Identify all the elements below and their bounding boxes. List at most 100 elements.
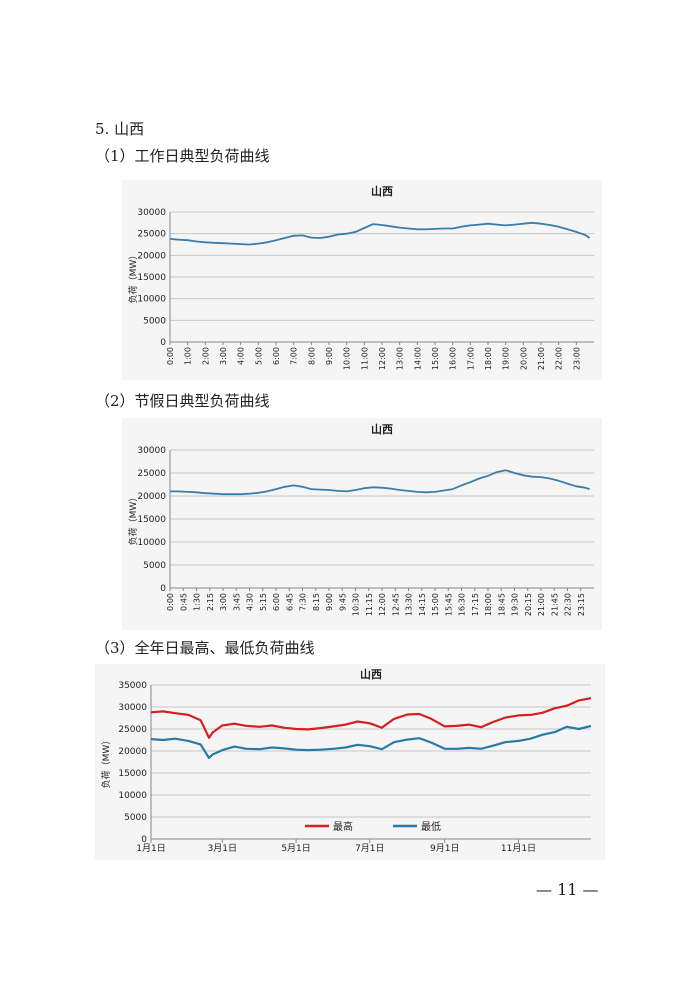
x-tick-label: 21:00 bbox=[537, 593, 546, 616]
x-tick-label: 2:00 bbox=[201, 347, 210, 365]
x-tick-label: 21:45 bbox=[550, 593, 559, 616]
x-tick-label: 17:00 bbox=[466, 347, 475, 370]
y-tick-label: 5000 bbox=[143, 561, 166, 571]
annual-load-chart: 山西 0 5000 10000 15000 20000 25000 30000 35000 负荷（… bbox=[95, 664, 605, 860]
y-tick-label: 30000 bbox=[137, 446, 166, 456]
series-line-max bbox=[150, 697, 592, 739]
x-tick-label: 12:00 bbox=[378, 347, 387, 370]
y-tick-label: 5000 bbox=[124, 813, 147, 823]
y-tick-label: 20000 bbox=[137, 251, 166, 261]
chart-title: 山西 bbox=[371, 184, 393, 198]
x-tick-label: 19:30 bbox=[511, 593, 520, 616]
x-tick-label: 14:15 bbox=[418, 593, 427, 616]
x-tick-label: 0:45 bbox=[179, 593, 188, 611]
holiday-load-chart-svg: 山西 0 5000 10000 15000 20000 25000 30000 负荷（MW） 0:… bbox=[127, 422, 594, 616]
x-tick-label: 14:00 bbox=[413, 347, 422, 370]
y-tick-label: 30000 bbox=[137, 208, 166, 218]
x-tick-label: 8:15 bbox=[312, 593, 321, 611]
y-tick-label: 25000 bbox=[137, 230, 166, 240]
x-tick-label: 7:30 bbox=[299, 593, 308, 611]
x-tick-label: 21:00 bbox=[537, 347, 546, 370]
series-line-load bbox=[169, 221, 591, 246]
series-line-load bbox=[170, 469, 590, 496]
y-tick-label: 25000 bbox=[118, 725, 147, 735]
x-tick-label: 16:00 bbox=[449, 347, 458, 370]
x-tick-label: 22:00 bbox=[555, 347, 564, 370]
y-tick-label: 10000 bbox=[137, 538, 166, 548]
y-tick-label: 35000 bbox=[118, 681, 147, 691]
y-tick-label: 20000 bbox=[137, 492, 166, 502]
x-tick-label: 13:30 bbox=[405, 593, 414, 616]
y-tick-label: 15000 bbox=[118, 769, 147, 779]
x-tick-label: 7:00 bbox=[290, 347, 299, 365]
x-tick-label: 4:30 bbox=[246, 593, 255, 611]
x-tick-label: 9:00 bbox=[325, 347, 334, 365]
y-axis-label: 负荷（MW） bbox=[100, 736, 112, 789]
y-tick-label: 30000 bbox=[118, 703, 147, 713]
holiday-load-chart: 山西 0 5000 10000 15000 20000 25000 30000 负荷（MW） 0:… bbox=[122, 418, 602, 630]
x-tick-label: 23:00 bbox=[572, 347, 581, 370]
x-tick-label: 22:30 bbox=[564, 593, 573, 616]
x-tick-label: 10:00 bbox=[343, 347, 352, 370]
x-tick-label: 16:30 bbox=[458, 593, 467, 616]
annual-load-chart-svg: 山西 0 5000 10000 15000 20000 25000 30000 35000 负荷（… bbox=[100, 667, 592, 854]
x-tick-label: 23:15 bbox=[577, 593, 586, 616]
x-tick-label: 5:15 bbox=[259, 593, 268, 611]
x-tick-label: 3月1日 bbox=[208, 843, 237, 854]
y-tick-label: 10000 bbox=[118, 791, 147, 801]
x-tick-label: 9月1日 bbox=[430, 843, 459, 854]
workday-load-chart-svg: 山西 0 5000 10000 15000 20000 25000 30000 负荷（MW） 0:… bbox=[127, 184, 594, 370]
y-tick-label: 0 bbox=[160, 338, 166, 348]
x-tick-label: 15:45 bbox=[444, 593, 453, 616]
chart3-caption: （3）全年日最高、最低负荷曲线 bbox=[95, 639, 315, 657]
x-tick-label: 18:45 bbox=[497, 593, 506, 616]
x-tick-label: 12:45 bbox=[391, 593, 400, 616]
x-tick-label: 12:00 bbox=[378, 593, 387, 616]
x-tick-label: 9:00 bbox=[325, 593, 334, 611]
x-tick-label: 11月1日 bbox=[501, 843, 536, 854]
x-tick-label: 2:15 bbox=[206, 593, 215, 611]
y-tick-label: 20000 bbox=[118, 747, 147, 757]
y-axis-label: 负荷（MW） bbox=[127, 493, 139, 546]
workday-load-chart: 山西 0 5000 10000 15000 20000 25000 30000 负荷（MW） 0:… bbox=[122, 180, 602, 380]
x-tick-label: 18:00 bbox=[484, 593, 493, 616]
x-tick-label: 20:15 bbox=[524, 593, 533, 616]
x-tick-label: 1月1日 bbox=[136, 843, 165, 854]
legend-label: 最高 bbox=[333, 820, 353, 833]
x-tick-label: 4:00 bbox=[237, 347, 246, 365]
x-tick-label: 15:00 bbox=[431, 593, 440, 616]
x-tick-label: 7月1日 bbox=[355, 843, 384, 854]
x-tick-label: 0:00 bbox=[166, 347, 175, 365]
legend-label: 最低 bbox=[421, 820, 441, 833]
y-tick-label: 0 bbox=[141, 835, 147, 845]
x-tick-label: 1:30 bbox=[193, 593, 202, 611]
y-tick-label: 25000 bbox=[137, 469, 166, 479]
x-tick-label: 8:00 bbox=[307, 347, 316, 365]
x-tick-label: 11:00 bbox=[360, 347, 369, 370]
x-tick-label: 3:45 bbox=[232, 593, 241, 611]
x-tick-label: 3:00 bbox=[219, 347, 228, 365]
x-tick-label: 17:15 bbox=[471, 593, 480, 616]
x-tick-label: 20:00 bbox=[519, 347, 528, 370]
section-title: 5. 山西 bbox=[95, 120, 145, 138]
x-tick-label: 5月1日 bbox=[281, 843, 310, 854]
x-tick-label: 13:00 bbox=[396, 347, 405, 370]
y-tick-label: 15000 bbox=[137, 273, 166, 283]
x-tick-label: 0:00 bbox=[166, 593, 175, 611]
x-tick-label: 18:00 bbox=[484, 347, 493, 370]
x-tick-label: 3:00 bbox=[219, 593, 228, 611]
x-tick-label: 10:30 bbox=[352, 593, 361, 616]
x-tick-label: 6:00 bbox=[272, 593, 281, 611]
x-tick-label: 15:00 bbox=[431, 347, 440, 370]
chart2-caption: （2）节假日典型负荷曲线 bbox=[95, 392, 270, 410]
x-tick-label: 19:00 bbox=[502, 347, 511, 370]
x-tick-label: 6:45 bbox=[285, 593, 294, 611]
chart-title: 山西 bbox=[371, 422, 393, 436]
x-tick-label: 5:00 bbox=[254, 347, 263, 365]
page-number: — 11 — bbox=[536, 880, 599, 899]
y-tick-label: 5000 bbox=[143, 316, 166, 326]
chart-title: 山西 bbox=[360, 667, 382, 681]
chart1-caption: （1）工作日典型负荷曲线 bbox=[95, 147, 270, 165]
x-tick-label: 1:00 bbox=[184, 347, 193, 365]
y-axis-label: 负荷（MW） bbox=[127, 251, 139, 304]
